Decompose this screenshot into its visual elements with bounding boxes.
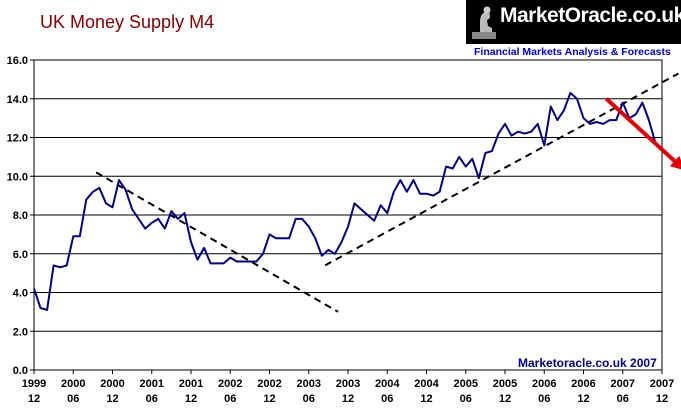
x-axis: 1999 12 2000 06 2000 12 2001 06 2001 12 2002 06 2002… — [22, 370, 674, 405]
x-tick-year: 2002 — [257, 378, 281, 390]
x-tick-month: 12 — [263, 393, 275, 405]
y-tick-label: 8.0 — [13, 210, 28, 222]
x-tick-month: 12 — [499, 393, 511, 405]
x-tick-year: 2006 — [571, 378, 595, 390]
forecast-arrow-group — [605, 97, 681, 170]
y-tick-label: 12.0 — [7, 133, 28, 145]
x-tick-year: 2006 — [532, 378, 556, 390]
x-tick-year: 2001 — [179, 378, 203, 390]
y-tick-label: 0.0 — [13, 365, 28, 377]
x-tick-year: 2005 — [493, 378, 517, 390]
x-tick-year: 2005 — [454, 378, 478, 390]
x-tick-month: 06 — [538, 393, 550, 405]
logo-banner: MarketOracle.co.uk — [466, 0, 681, 44]
logo-tagline: Financial Markets Analysis & Forecasts — [474, 46, 671, 58]
x-tick-year: 2001 — [140, 378, 164, 390]
x-tick-month: 06 — [381, 393, 393, 405]
x-tick-year: 2003 — [297, 378, 321, 390]
x-tick-month: 12 — [28, 393, 40, 405]
x-tick-year: 2004 — [375, 378, 400, 390]
x-tick-month: 12 — [342, 393, 354, 405]
forecast-arrow-head — [669, 155, 681, 170]
x-tick-year: 2002 — [218, 378, 242, 390]
series-line — [33, 91, 657, 311]
y-tick-label: 14.0 — [7, 94, 28, 106]
x-tick-month: 12 — [185, 393, 197, 405]
x-tick-year: 2007 — [611, 378, 635, 390]
x-tick-year: 2003 — [336, 378, 360, 390]
y-tick-label: 16.0 — [7, 55, 28, 67]
site-logo[interactable]: MarketOracle.co.uk Financial Markets Ana… — [466, 0, 681, 60]
x-tick-month: 12 — [656, 393, 668, 405]
y-axis: 0.0 2.0 4.0 6.0 8.0 10.0 12.0 14.0 16.0 — [7, 55, 34, 377]
x-tick-month: 06 — [146, 393, 158, 405]
series-group — [33, 91, 657, 311]
trendlines — [95, 72, 679, 313]
trendline-downtrend-2000-2003 — [95, 171, 339, 313]
x-tick-month: 06 — [460, 393, 472, 405]
chart-watermark: Marketoracle.co.uk 2007 — [518, 356, 657, 370]
x-tick-month: 06 — [67, 393, 79, 405]
y-tick-label: 4.0 — [13, 288, 28, 300]
x-tick-year: 1999 — [22, 378, 46, 390]
x-tick-month: 12 — [420, 393, 432, 405]
x-tick-year: 2007 — [650, 378, 674, 390]
x-tick-month: 06 — [617, 393, 629, 405]
x-tick-year: 2000 — [100, 378, 124, 390]
y-tick-label: 6.0 — [13, 249, 28, 261]
forecast-arrow-shaft — [605, 97, 676, 163]
grid-lines — [34, 98, 662, 332]
y-tick-label: 2.0 — [13, 326, 28, 338]
trendline-uptrend-2003-2007 — [324, 72, 679, 267]
x-tick-month: 06 — [303, 393, 315, 405]
x-tick-month: 12 — [577, 393, 589, 405]
x-tick-year: 2004 — [414, 378, 439, 390]
chart-title: UK Money Supply M4 — [40, 12, 215, 32]
x-tick-month: 06 — [224, 393, 236, 405]
x-tick-month: 12 — [106, 393, 118, 405]
x-tick-year: 2000 — [61, 378, 85, 390]
logo-name: MarketOracle.co.uk — [500, 4, 681, 27]
thinker-icon — [472, 6, 496, 39]
y-tick-label: 10.0 — [7, 171, 28, 183]
